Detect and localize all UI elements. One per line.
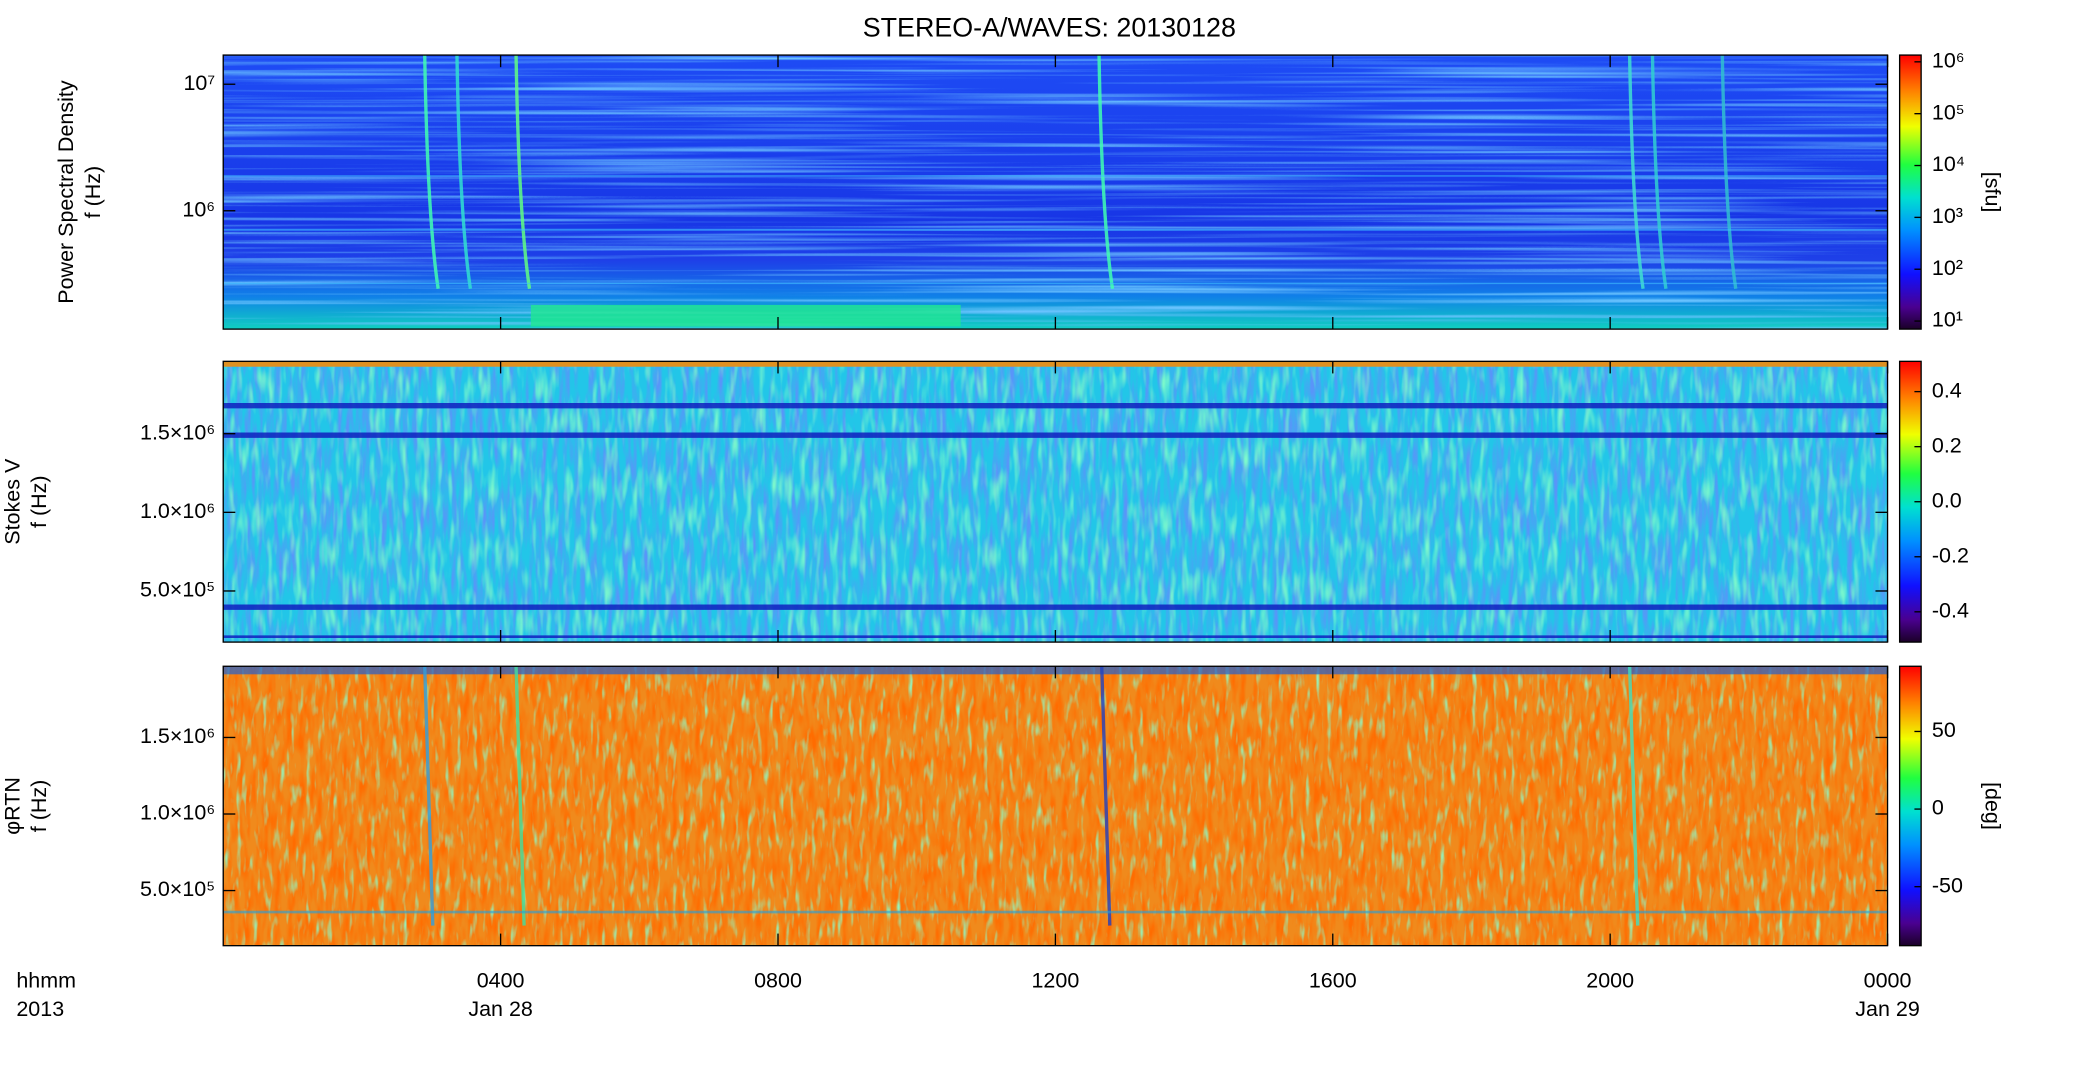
burst: [455, 55, 473, 290]
y-axis-label: f (Hz): [27, 475, 51, 528]
colorbar: [1898, 665, 1922, 947]
x-date-label: Jan 28: [468, 997, 533, 1021]
colorbar-tick-label: 10⁵: [1932, 100, 1965, 124]
colorbar-label: [deg]: [1980, 782, 2004, 830]
burst: [1097, 55, 1115, 290]
x-tick-label: 0000: [1864, 969, 1912, 993]
colorbar-tick-label: 10²: [1932, 256, 1963, 280]
burst: [514, 666, 526, 926]
x-tick-label: 0400: [477, 969, 525, 993]
x-tick-label: 1600: [1309, 969, 1357, 993]
x-tick-label: 2000: [1586, 969, 1634, 993]
colorbar-tick-label: 10¹: [1932, 308, 1963, 332]
y-tick-label: 10⁷: [183, 71, 215, 95]
colorbar-label: [sfu]: [1980, 172, 2004, 213]
x-date-label: Jan 29: [1855, 997, 1920, 1021]
y-axis-label: Power Spectral Density: [54, 80, 78, 304]
x-tick-label: 1200: [1031, 969, 1079, 993]
y-tick-label: 10⁶: [182, 197, 215, 221]
burst: [423, 55, 440, 290]
colorbar-tick-label: 10⁶: [1932, 49, 1965, 73]
spectrogram-texture: [223, 55, 1888, 330]
x-unit-label: hhmm: [16, 969, 76, 993]
colorbar-tick-label: -0.4: [1932, 598, 1969, 622]
colorbar: [1898, 54, 1922, 330]
y-axis-label: f (Hz): [27, 780, 51, 833]
spectrogram-texture: [223, 666, 1888, 946]
x-tick-label: 0800: [754, 969, 802, 993]
colorbar-tick-label: -0.2: [1932, 543, 1969, 567]
burst: [514, 55, 532, 290]
colorbar-tick-label: 10³: [1932, 204, 1963, 228]
burst: [1650, 55, 1668, 290]
colorbar-tick-label: 0.2: [1932, 433, 1962, 457]
colorbar-tick-label: 0: [1932, 796, 1944, 820]
y-tick-label: 1.5×10⁶: [140, 420, 215, 444]
y-axis-label: f (Hz): [81, 166, 105, 219]
colorbar-tick-label: 10⁴: [1932, 152, 1965, 176]
colorbar-tick-label: -50: [1932, 873, 1963, 897]
colorbar-tick-label: 50: [1932, 718, 1956, 742]
chart-title: STEREO-A/WAVES: 20130128: [863, 13, 1236, 43]
y-tick-label: 5.0×10⁵: [140, 578, 215, 602]
y-tick-label: 5.0×10⁵: [140, 877, 215, 901]
y-tick-label: 1.0×10⁶: [140, 499, 215, 523]
burst: [1720, 55, 1738, 290]
y-tick-label: 1.0×10⁶: [140, 801, 215, 825]
burst: [1627, 55, 1645, 290]
y-tick-label: 1.5×10⁶: [140, 724, 215, 748]
low-band: [530, 304, 961, 327]
colorbar-tick-label: 0.0: [1932, 488, 1962, 512]
burst: [1627, 666, 1640, 926]
panel: 5.0×10⁵ 1.0×10⁶ 1.5×10⁶ φRTN f (Hz) 50 0 -50 [de…: [0, 665, 2004, 947]
y-axis-label: φRTN: [0, 777, 24, 835]
y-axis-label: Stokes V: [0, 458, 24, 545]
x-year-label: 2013: [16, 997, 64, 1021]
burst: [423, 666, 435, 926]
colorbar-tick-label: 0.4: [1932, 378, 1962, 402]
burst: [1100, 666, 1112, 926]
panel: 10⁶ 10⁷ Power Spectral Density f (Hz) 10¹ 10²…: [54, 49, 2004, 332]
